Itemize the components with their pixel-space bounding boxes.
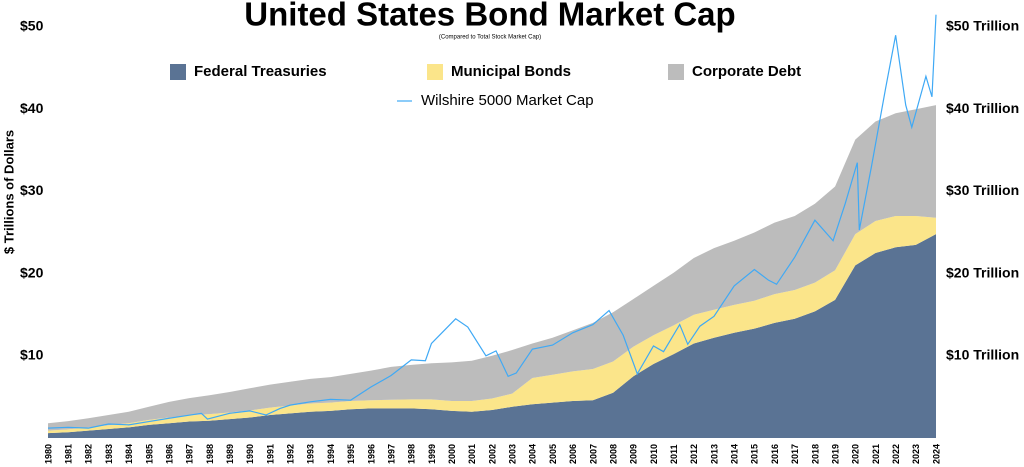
x-tick-label: 1997 <box>386 444 396 464</box>
y2-tick-label: $40 Trillion <box>946 100 1019 116</box>
legend-label: Federal Treasuries <box>194 63 327 80</box>
x-tick-label: 2003 <box>508 444 518 464</box>
x-tick-label: 1980 <box>43 444 53 464</box>
x-tick-label: 1985 <box>144 444 154 464</box>
y2-tick-label: $30 Trillion <box>946 182 1019 198</box>
line <box>47 14 937 429</box>
x-tick-label: 1983 <box>104 444 114 464</box>
x-tick-label: 1984 <box>124 444 134 464</box>
x-tick-label: 1999 <box>427 444 437 464</box>
x-tick-label: 1988 <box>205 444 215 464</box>
chart-title: United States Bond Market Cap <box>244 0 735 33</box>
x-tick-label: 1990 <box>245 444 255 464</box>
x-tick-label: 2019 <box>830 444 840 464</box>
area <box>48 216 936 434</box>
x-tick-label: 2020 <box>851 444 861 464</box>
y-axis-label: $ Trillions of Dollars <box>1 130 16 254</box>
y-tick-label: $30 <box>20 182 44 198</box>
legend-swatch <box>668 64 684 80</box>
x-tick-label: 1994 <box>326 444 336 464</box>
y2-tick-label: $50 Trillion <box>946 18 1019 34</box>
x-tick-label: 1998 <box>407 444 417 464</box>
legend-swatch <box>427 64 443 80</box>
x-tick-label: 2016 <box>770 444 780 464</box>
x-tick-label: 1986 <box>164 444 174 464</box>
x-tick-label: 2001 <box>467 444 477 464</box>
x-tick-label: 1989 <box>225 444 235 464</box>
x-tick-label: 1996 <box>366 444 376 464</box>
x-tick-label: 2022 <box>891 444 901 464</box>
x-tick-label: 2024 <box>931 444 941 464</box>
y-tick-label: $50 <box>20 18 44 34</box>
x-tick-label: 2011 <box>669 444 679 464</box>
y2-tick-label: $20 Trillion <box>946 264 1019 280</box>
area <box>48 105 936 431</box>
y-tick-label: $20 <box>20 264 44 280</box>
legend-label: Municipal Bonds <box>451 63 571 80</box>
x-tick-label: 2004 <box>528 444 538 464</box>
x-tick-label: 2023 <box>911 444 921 464</box>
x-tick-label: 1981 <box>64 444 74 464</box>
x-tick-label: 1995 <box>346 444 356 464</box>
legend-swatch <box>170 64 186 80</box>
x-tick-label: 1993 <box>306 444 316 464</box>
x-tick-label: 2008 <box>608 444 618 464</box>
legend-label: Corporate Debt <box>692 63 801 80</box>
area <box>48 234 936 438</box>
x-tick-label: 2010 <box>649 444 659 464</box>
x-tick-label: 2007 <box>588 444 598 464</box>
x-tick-label: 2013 <box>709 444 719 464</box>
x-tick-label: 1992 <box>286 444 296 464</box>
x-tick-label: 2015 <box>750 444 760 464</box>
x-tick-label: 2000 <box>447 444 457 464</box>
chart-subtitle: (Compared to Total Stock Market Cap) <box>439 35 541 41</box>
x-tick-label: 2009 <box>629 444 639 464</box>
x-tick-label: 2021 <box>871 444 881 464</box>
y2-tick-label: $10 Trillion <box>946 347 1019 363</box>
y-tick-label: $40 <box>20 100 44 116</box>
legend-label: Wilshire 5000 Market Cap <box>421 92 594 109</box>
x-tick-label: 2002 <box>487 444 497 464</box>
x-tick-label: 2006 <box>568 444 578 464</box>
x-tick-label: 2018 <box>810 444 820 464</box>
y-tick-label: $10 <box>20 347 44 363</box>
x-tick-label: 1982 <box>84 444 94 464</box>
x-tick-label: 2012 <box>689 444 699 464</box>
x-tick-label: 1987 <box>185 444 195 464</box>
x-tick-label: 2005 <box>548 444 558 464</box>
x-tick-label: 1991 <box>265 444 275 464</box>
x-tick-label: 2017 <box>790 444 800 464</box>
x-tick-label: 2014 <box>730 444 740 464</box>
